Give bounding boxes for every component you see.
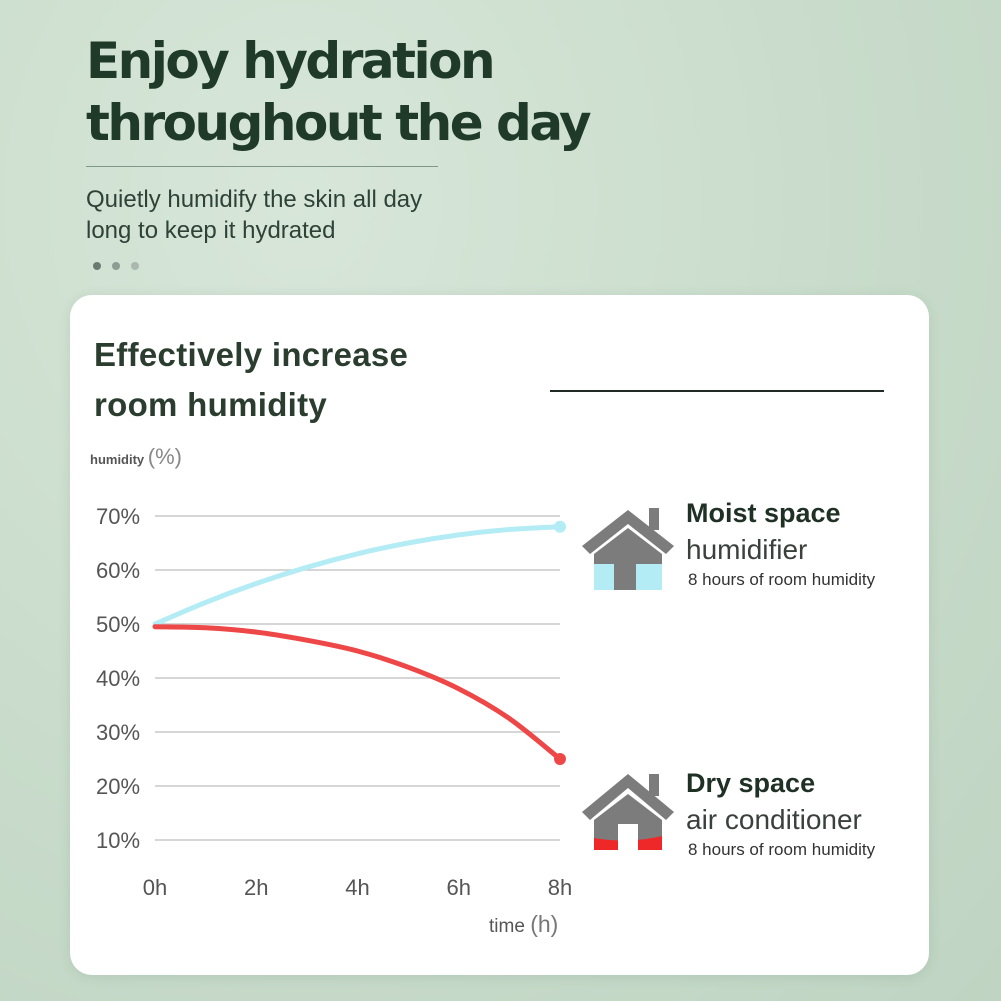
- y-tick-label: 40%: [96, 666, 140, 691]
- y-tick-label: 70%: [96, 504, 140, 529]
- x-axis-label: time (h): [489, 911, 558, 937]
- series-end-point-dry: [554, 753, 566, 765]
- series-end-point-moist: [554, 520, 566, 533]
- y-tick-label: 20%: [96, 774, 140, 799]
- series-line-dry: [152, 624, 563, 762]
- legend-moist-name: Moist space: [686, 498, 841, 528]
- page-title-line-1: Enjoy hydration: [86, 32, 496, 90]
- y-axis-label: humidity (%): [90, 444, 182, 469]
- legend-dry-device: air conditioner: [686, 804, 862, 835]
- pager-dot-3[interactable]: [131, 262, 139, 270]
- y-tick-label: 50%: [96, 612, 140, 637]
- page-subtitle-line-2: long to keep it hydrated: [86, 217, 336, 244]
- pager-dot-2[interactable]: [112, 262, 120, 270]
- series-line-moist: [152, 524, 563, 627]
- x-tick-label: 2h: [244, 875, 268, 900]
- y-tick-label: 10%: [96, 828, 140, 853]
- legend-dry-note: 8 hours of room humidity: [688, 840, 876, 859]
- chart-card: [70, 295, 929, 975]
- page-subtitle: Quietly humidify the skin all day long t…: [86, 184, 422, 246]
- legend-dry-name: Dry space: [686, 768, 816, 798]
- y-tick-label: 30%: [96, 720, 140, 745]
- x-tick-label: 0h: [143, 875, 167, 900]
- title-divider: [86, 166, 438, 167]
- x-tick-label: 6h: [447, 875, 471, 900]
- chart-title: Effectively increase room humidity: [94, 330, 408, 430]
- chart-title-rule: [550, 390, 884, 392]
- page-title: Enjoy hydration throughout the day: [86, 30, 592, 154]
- house-icon-moist: [582, 508, 674, 590]
- x-tick-label: 8h: [548, 875, 572, 900]
- chart-title-line-2: room humidity: [94, 386, 328, 423]
- page-title-line-2: throughout the day: [86, 94, 592, 152]
- y-tick-label: 60%: [96, 558, 140, 583]
- x-tick-label: 4h: [345, 875, 369, 900]
- legend-moist-device: humidifier: [686, 534, 808, 565]
- legend-moist-note: 8 hours of room humidity: [688, 570, 876, 589]
- page-subtitle-line-1: Quietly humidify the skin all day: [86, 186, 423, 213]
- house-icon-dry: [582, 774, 674, 850]
- pager-dot-1[interactable]: [93, 262, 101, 270]
- chart-title-line-1: Effectively increase: [94, 336, 409, 373]
